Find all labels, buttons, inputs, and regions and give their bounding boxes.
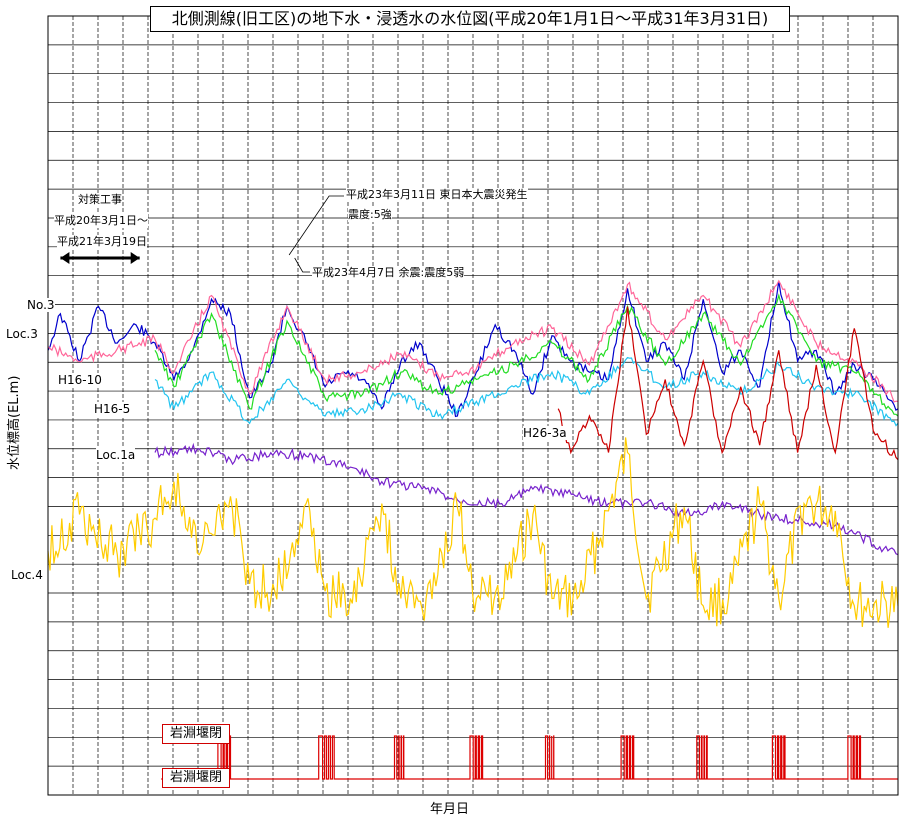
legend-label-h26-3a: H26-3a	[523, 426, 567, 440]
legend-label-h16-10: H16-10	[58, 373, 102, 387]
legend-label-loc4: Loc.4	[11, 568, 43, 582]
quake-label-line2: 震度:5強	[348, 208, 392, 222]
gate-open-label: 岩淵堰閉	[162, 724, 230, 744]
y-axis-label: 水位標高(EL.m)	[7, 375, 22, 470]
works-arrow-left-head	[60, 252, 70, 264]
chart-title: 北側測線(旧工区)の地下水・浸透水の水位図(平成20年1月1日～平成31年3月3…	[150, 6, 790, 32]
quake-leader-line	[288, 195, 344, 256]
series-group	[47, 279, 899, 628]
works-label-line1: 対策工事	[78, 193, 122, 207]
gate-group	[161, 735, 898, 780]
legend-label-loc1a: Loc.1a	[96, 448, 136, 462]
works-label-line2: 平成20年3月1日～	[54, 214, 148, 228]
series-line-loc-1a	[154, 442, 899, 556]
annotation-arrows	[60, 195, 344, 273]
series-line-h16-10	[154, 293, 899, 417]
x-axis-label: 年月日	[429, 802, 469, 817]
legend-label-h16-5: H16-5	[94, 402, 131, 416]
series-line-loc-3	[47, 279, 899, 403]
works-label-line3: 平成21年3月19日	[57, 235, 147, 249]
quake-label-line1: 平成23年3月11日 東日本大震災発生	[346, 188, 528, 202]
works-arrow-right-head	[130, 252, 140, 264]
aftershock-leader-line	[294, 257, 310, 273]
legend-label-no3: No.3	[27, 298, 55, 312]
series-line-h26-3a	[557, 306, 899, 461]
gate-closed-label: 岩淵堰閉	[162, 768, 230, 788]
aftershock-label: 平成23年4月7日 余震:震度5弱	[312, 266, 465, 280]
gate-step-line	[161, 735, 898, 780]
legend-label-loc3: Loc.3	[6, 327, 38, 341]
series-line-loc-4	[47, 437, 899, 628]
